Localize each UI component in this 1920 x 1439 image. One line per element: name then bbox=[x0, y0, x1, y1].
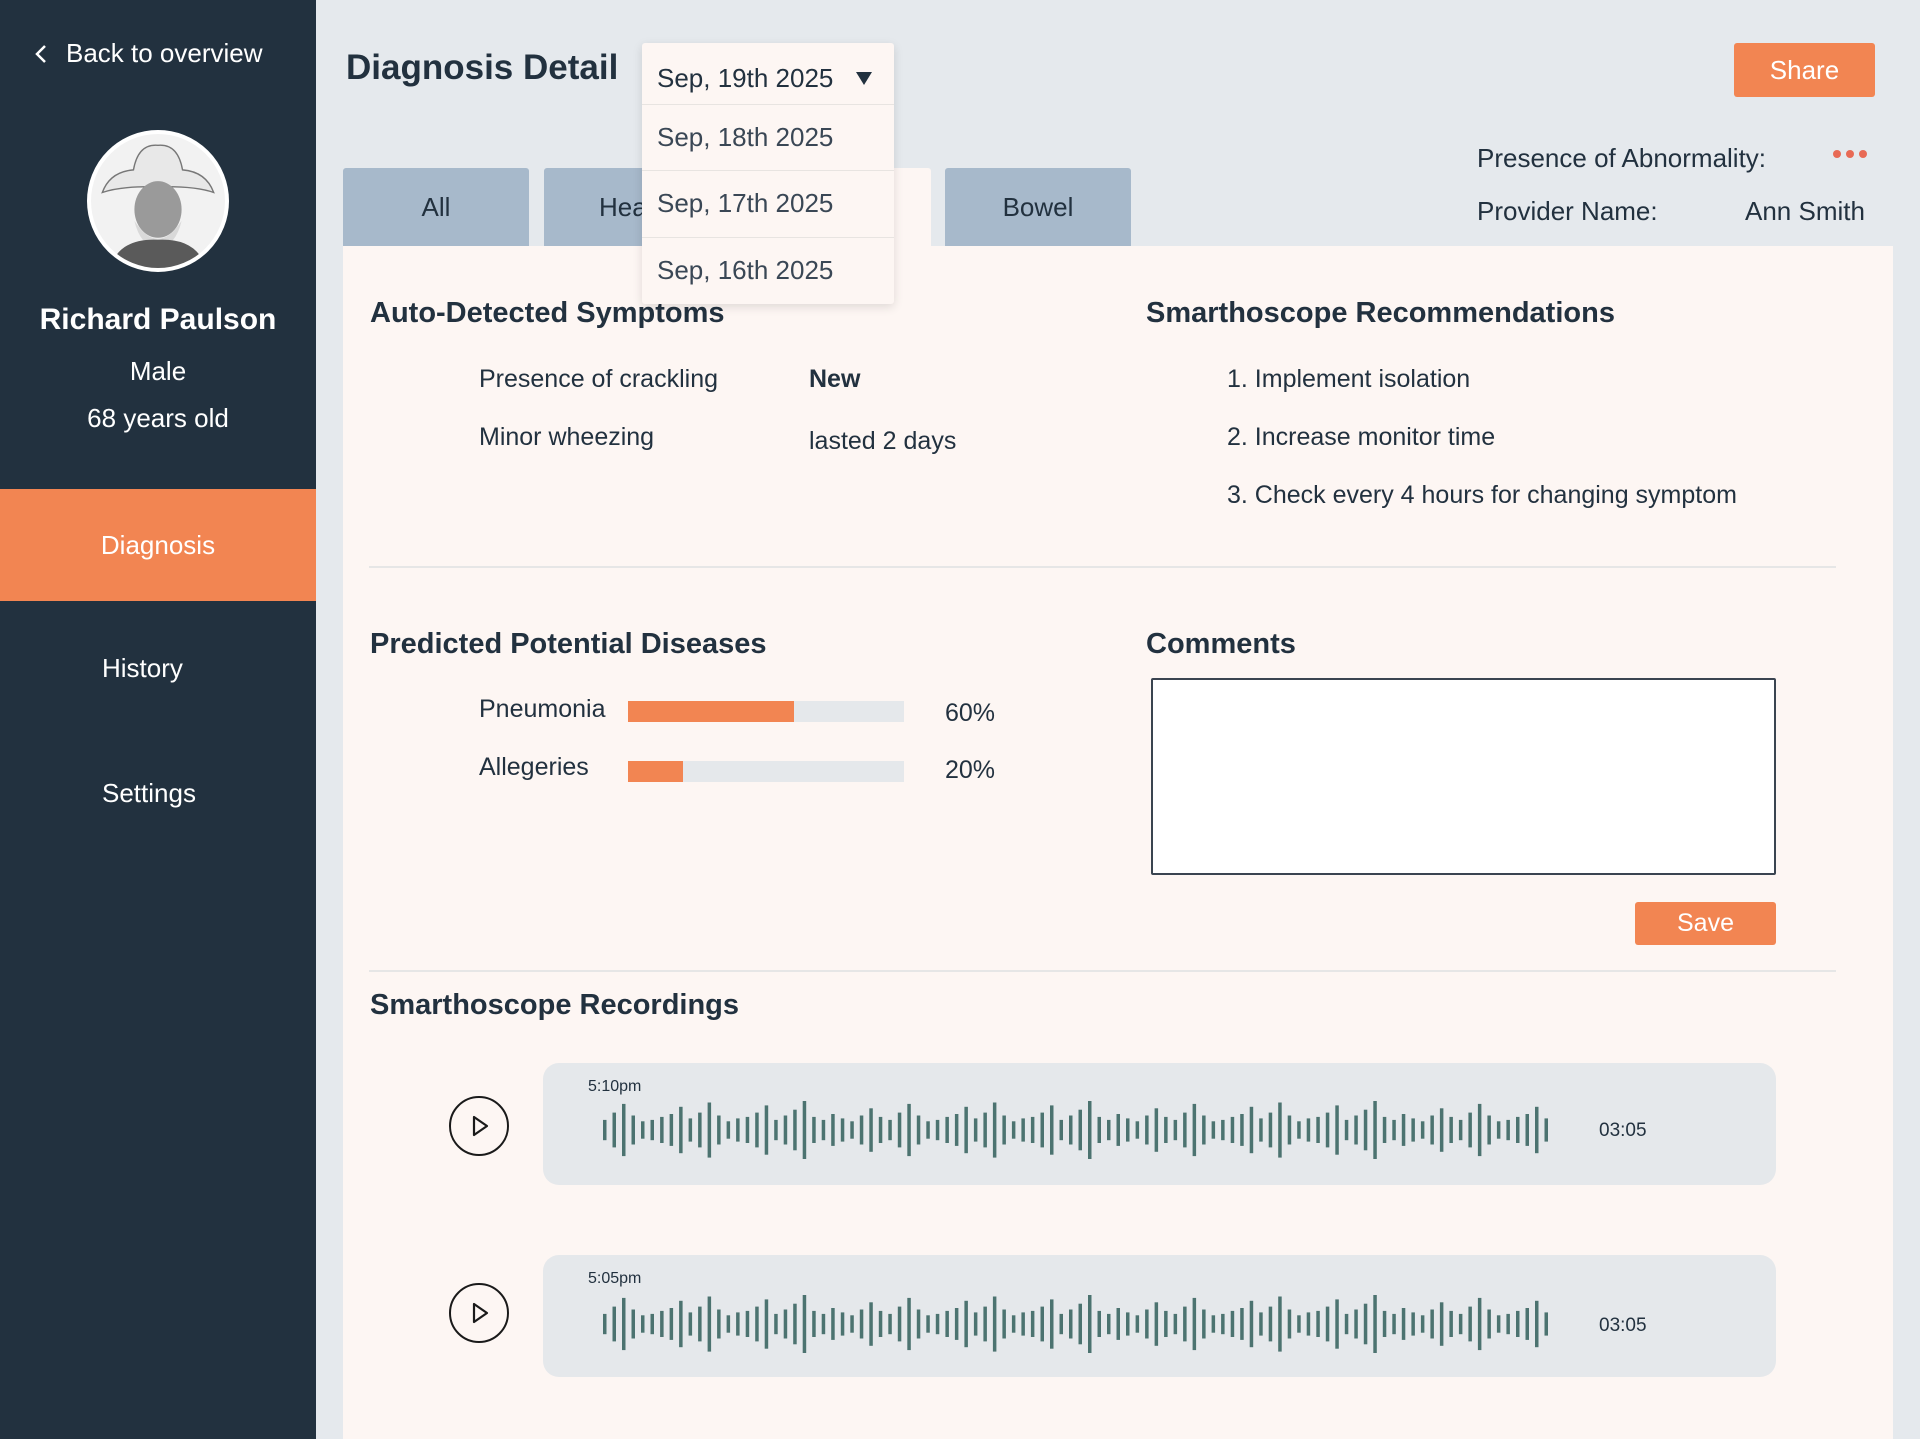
disease-probability-fill bbox=[628, 701, 794, 722]
play-icon bbox=[472, 1115, 489, 1137]
provider-name: Ann Smith bbox=[1745, 196, 1865, 226]
recommendation-item: 2. Increase monitor time bbox=[1227, 423, 1496, 451]
nav-item-diagnosis[interactable]: Diagnosis bbox=[0, 489, 316, 601]
recommendations-title: Smarthoscope Recommendations bbox=[1146, 297, 1615, 329]
play-button[interactable] bbox=[449, 1283, 509, 1343]
nav-item-history[interactable]: History bbox=[0, 653, 316, 684]
recommendation-item: 3. Check every 4 hours for changing symp… bbox=[1227, 481, 1737, 509]
back-to-overview-link[interactable]: Back to overview bbox=[34, 38, 263, 69]
abnormality-more-icon[interactable] bbox=[1833, 150, 1867, 158]
avatar bbox=[87, 130, 229, 272]
recordings-title: Smarthoscope Recordings bbox=[370, 989, 740, 1021]
date-option[interactable]: Sep, 17th 2025 bbox=[642, 170, 894, 236]
comments-textarea[interactable] bbox=[1151, 678, 1776, 875]
recording-item: 5:10pm 03:05 bbox=[543, 1063, 1776, 1185]
symptom-name: Minor wheezing bbox=[479, 423, 655, 451]
date-option[interactable]: Sep, 16th 2025 bbox=[642, 237, 894, 303]
disease-percent: 60% bbox=[945, 699, 996, 727]
disease-probability-bar bbox=[628, 761, 904, 782]
comments-title: Comments bbox=[1146, 628, 1296, 660]
nav-item-settings[interactable]: Settings bbox=[0, 778, 316, 809]
patient-age: 68 years old bbox=[87, 403, 229, 433]
waveform[interactable] bbox=[603, 1295, 1554, 1353]
diseases-title: Predicted Potential Diseases bbox=[370, 628, 767, 660]
date-option[interactable]: Sep, 18th 2025 bbox=[642, 104, 894, 170]
patient-sex: Male bbox=[129, 356, 187, 386]
date-select[interactable]: Sep, 19th 2025 bbox=[657, 53, 882, 103]
symptom-status: lasted 2 days bbox=[809, 427, 957, 455]
play-icon bbox=[472, 1302, 489, 1324]
abnormality-label: Presence of Abnormality: bbox=[1477, 143, 1767, 173]
recording-time: 5:05pm bbox=[588, 1270, 642, 1287]
caret-down-icon bbox=[856, 71, 872, 85]
patient-photo bbox=[91, 134, 225, 268]
sidebar: Back to overview Richard Paulson Male 68… bbox=[0, 0, 316, 1439]
divider bbox=[369, 566, 1836, 568]
diagnosis-panel: Auto-Detected Symptoms Presence of crack… bbox=[343, 246, 1893, 1439]
disease-percent: 20% bbox=[945, 756, 996, 784]
share-button[interactable]: Share bbox=[1734, 43, 1875, 97]
disease-name: Pneumonia bbox=[479, 695, 606, 723]
nav-label-history: History bbox=[102, 653, 183, 683]
disease-probability-bar bbox=[628, 701, 904, 722]
symptom-status: New bbox=[809, 365, 861, 393]
tab-bowel[interactable]: Bowel bbox=[945, 168, 1131, 246]
waveform[interactable] bbox=[603, 1101, 1554, 1159]
recording-duration: 03:05 bbox=[1599, 1120, 1647, 1141]
recording-duration: 03:05 bbox=[1599, 1315, 1647, 1336]
save-button[interactable]: Save bbox=[1635, 902, 1776, 945]
provider-label: Provider Name: bbox=[1477, 196, 1658, 226]
disease-probability-fill bbox=[628, 761, 684, 782]
recommendation-item: 1. Implement isolation bbox=[1227, 365, 1471, 393]
recording-time: 5:10pm bbox=[588, 1078, 642, 1095]
patient-name: Richard Paulson bbox=[39, 303, 277, 336]
play-button[interactable] bbox=[449, 1096, 509, 1156]
disease-name: Allegeries bbox=[479, 753, 589, 781]
chevron-left-icon bbox=[35, 44, 46, 63]
recording-item: 5:05pm 03:05 bbox=[543, 1255, 1776, 1377]
divider bbox=[369, 970, 1836, 972]
page-title: Diagnosis Detail bbox=[346, 48, 619, 87]
tab-all[interactable]: All bbox=[343, 168, 529, 246]
back-label: Back to overview bbox=[66, 38, 263, 68]
symptom-name: Presence of crackling bbox=[479, 365, 719, 393]
nav-label-settings: Settings bbox=[102, 778, 196, 808]
date-dropdown[interactable]: Sep, 19th 2025 Sep, 18th 2025 Sep, 17th … bbox=[642, 43, 894, 304]
selected-date: Sep, 19th 2025 bbox=[657, 62, 834, 93]
nav-label-diagnosis: Diagnosis bbox=[100, 529, 216, 560]
